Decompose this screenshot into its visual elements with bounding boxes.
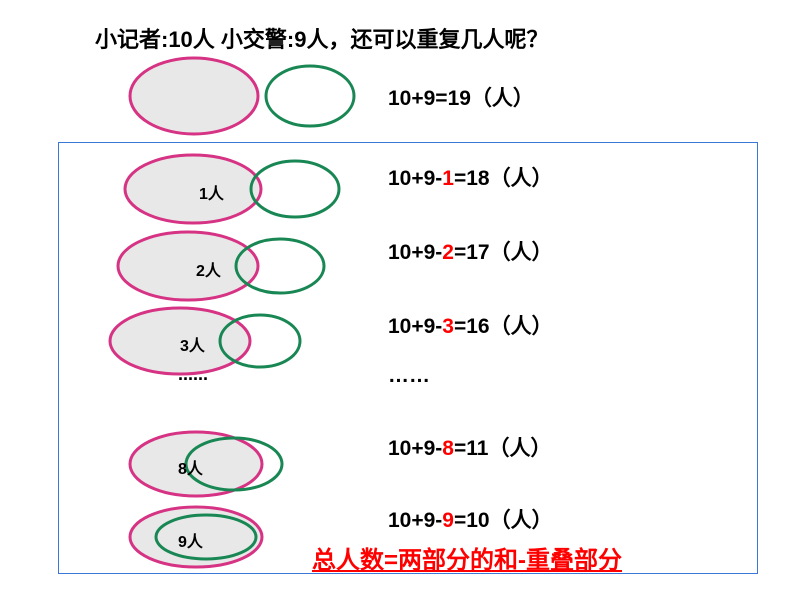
equation-row: 10+9-8=11（人）: [388, 432, 551, 462]
overlap-label: 3人: [180, 332, 205, 356]
eq-prefix: 10+9-: [388, 509, 442, 532]
eq-suffix: =10（人）: [454, 509, 553, 532]
eq-prefix: 10+9-: [388, 315, 442, 338]
overlap-label: 2人: [196, 257, 221, 281]
overlap-label: 8人: [178, 455, 203, 479]
equation-row: 10+9-9=10（人）: [388, 504, 553, 534]
eq-prefix: 10+9-: [388, 241, 442, 264]
ellipsis-right: ……: [388, 364, 430, 388]
eq-overlap-value: 9: [442, 509, 454, 532]
eq-prefix: 10+9-: [388, 167, 442, 190]
pink-ellipse: [130, 58, 258, 134]
eq-suffix: =17（人）: [454, 241, 553, 264]
eq-suffix: =16（人）: [454, 315, 553, 338]
eq-overlap-value: 1: [442, 167, 454, 190]
overlap-label: 9人: [178, 528, 203, 552]
ellipsis-left: ......: [178, 364, 208, 385]
eq-suffix: =18（人）: [454, 167, 553, 190]
eq-overlap-value: 2: [442, 241, 454, 264]
equation-row: 10+9-2=17（人）: [388, 236, 553, 266]
equation-row: 10+9-1=18（人）: [388, 162, 553, 192]
pink-ellipse: [125, 155, 261, 223]
eq-prefix: 10+9-: [388, 437, 442, 460]
green-ellipse: [251, 161, 339, 217]
formula: 总人数=两部分的和-重叠部分: [312, 540, 622, 575]
eq-overlap-value: 3: [442, 315, 454, 338]
equation-row: 10+9-3=16（人）: [388, 310, 553, 340]
eq-suffix: =11（人）: [454, 437, 551, 460]
equation-row: 10+9=19（人）: [388, 82, 534, 112]
eq-overlap-value: 8: [442, 437, 454, 460]
overlap-label: 1人: [199, 180, 224, 204]
green-ellipse: [266, 66, 354, 126]
